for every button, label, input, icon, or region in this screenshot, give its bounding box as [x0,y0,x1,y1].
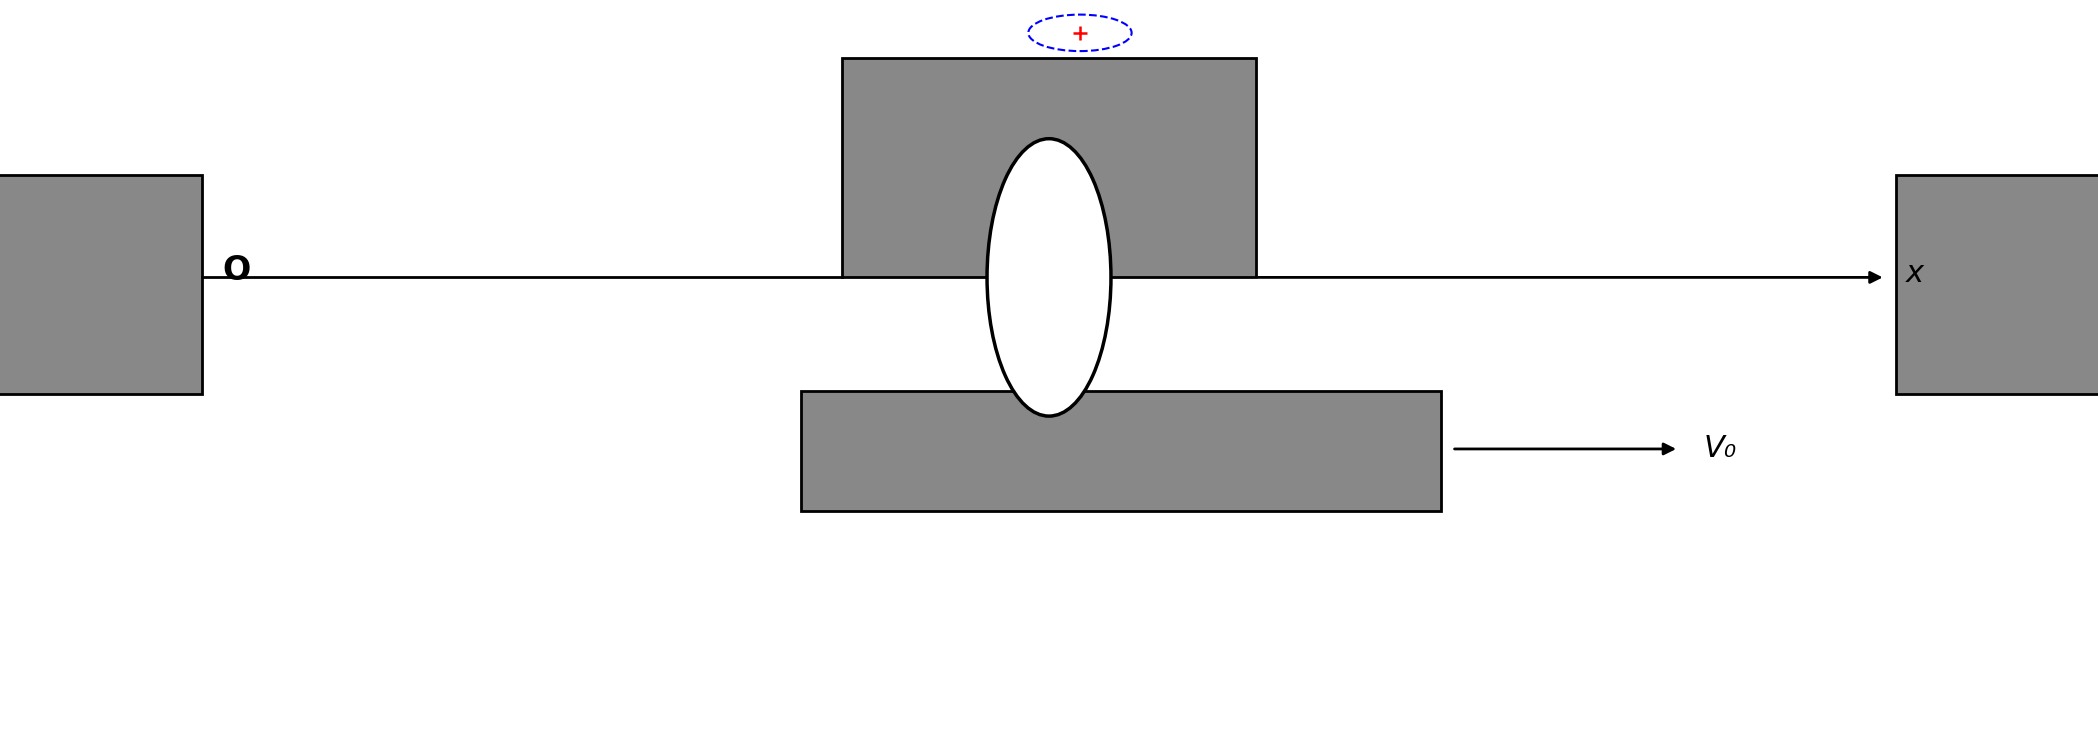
Bar [843,58,1255,277]
Text: V₀: V₀ [1704,434,1737,464]
Bar [1897,175,2098,394]
Text: x: x [1907,259,1924,288]
Bar [0,175,201,394]
Ellipse shape [986,139,1112,416]
Bar [801,391,1441,511]
Text: O: O [222,253,252,287]
